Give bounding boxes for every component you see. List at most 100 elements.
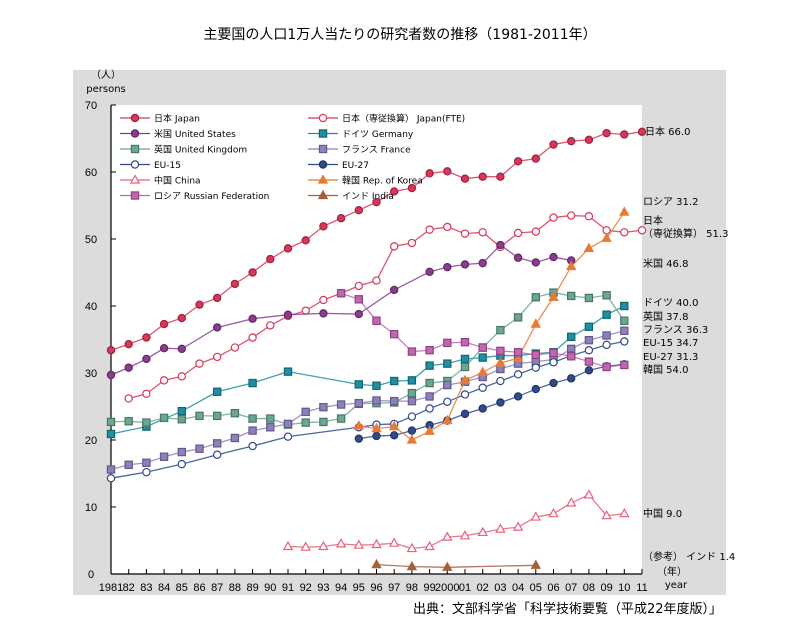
end-label: 米国 46.8 (643, 257, 688, 270)
data-point (124, 339, 133, 349)
y-tick-label: 0 (88, 569, 94, 581)
data-point (584, 357, 594, 366)
data-point (549, 358, 558, 367)
data-point (425, 169, 434, 178)
data-point (406, 434, 418, 444)
data-point (496, 240, 505, 250)
data-point (388, 537, 400, 547)
data-point (317, 174, 329, 184)
data-point (584, 135, 594, 145)
data-point (390, 187, 399, 196)
data-point (620, 326, 629, 335)
data-point (583, 489, 595, 499)
y-axis: 0 10 20 30 40 50 60 70 (85, 100, 116, 581)
data-point (177, 406, 186, 416)
data-point (283, 419, 293, 429)
data-point (496, 346, 505, 356)
data-point (372, 381, 381, 390)
data-point (425, 378, 434, 388)
data-point (159, 344, 169, 353)
data-point (177, 459, 186, 469)
data-point (584, 322, 594, 331)
series-8 (282, 489, 630, 553)
end-label: 韓国 54.0 (643, 364, 688, 376)
x-tick-label: 02 (477, 582, 489, 594)
data-point (372, 316, 381, 325)
data-point (130, 129, 140, 138)
data-point (460, 409, 470, 419)
data-point (213, 411, 222, 421)
data-point (266, 423, 275, 432)
data-point (478, 172, 487, 181)
legend-item: ロシア Russian Federation (120, 191, 269, 202)
legend-item: フランス France (308, 145, 411, 156)
data-point (477, 366, 488, 376)
data-point (565, 497, 577, 507)
data-point (213, 387, 222, 396)
data-point (195, 444, 204, 453)
data-point (513, 228, 523, 238)
data-point (301, 306, 310, 315)
legend-label: 日本 Japan (154, 113, 200, 125)
data-point (336, 414, 346, 423)
data-point (371, 558, 382, 569)
data-point (530, 559, 542, 569)
x-tick-label: 11 (636, 582, 647, 594)
data-point (130, 144, 140, 154)
data-point (372, 431, 381, 441)
data-point (425, 267, 434, 277)
x-unit-label: （年） (657, 565, 687, 578)
data-point (478, 383, 487, 392)
data-point (230, 409, 240, 418)
data-point (159, 376, 169, 385)
data-point (130, 191, 140, 200)
series-group (106, 127, 647, 571)
y-tick-label: 60 (85, 167, 97, 179)
data-point (496, 398, 505, 407)
data-point (460, 229, 470, 238)
data-point (477, 526, 488, 537)
data-point (159, 319, 169, 329)
data-point (407, 396, 417, 406)
legend-item: 日本 Japan (120, 113, 200, 125)
data-point (301, 418, 310, 427)
data-point (266, 321, 275, 330)
data-point (443, 167, 452, 176)
x-tick-label: 2000 (435, 582, 459, 594)
data-point (372, 396, 381, 405)
data-point (248, 268, 257, 277)
data-point (248, 441, 257, 451)
y-tick-label: 50 (85, 234, 97, 246)
data-point (565, 260, 577, 271)
data-point (335, 538, 347, 548)
data-point (336, 214, 346, 223)
data-point (619, 507, 630, 518)
x-tick-label: 03 (494, 582, 506, 594)
data-point (602, 340, 611, 350)
series-11 (371, 558, 542, 571)
data-point (142, 458, 151, 467)
data-point (283, 432, 293, 441)
data-point (124, 460, 133, 469)
end-label: 英国 37.8 (643, 310, 688, 323)
data-point (407, 238, 417, 248)
data-point (106, 473, 116, 483)
data-point (282, 540, 294, 551)
data-point (195, 411, 204, 421)
x-tick-label: 08 (583, 582, 595, 594)
data-point (459, 374, 471, 384)
data-point (129, 174, 141, 184)
data-point (319, 222, 328, 231)
data-point (319, 295, 328, 305)
end-labels: 日本 66.0 日本（専従換算） 51.3 米国 46.8 ドイツ 40.0英国 37… (643, 125, 735, 563)
data-point (177, 415, 186, 424)
data-point (496, 325, 505, 335)
data-point (319, 309, 328, 318)
plot-area (111, 105, 642, 574)
data-point (424, 540, 435, 551)
data-point (531, 258, 541, 267)
data-point (230, 343, 240, 352)
data-point (513, 313, 523, 322)
x-tick-label: 93 (317, 582, 329, 594)
